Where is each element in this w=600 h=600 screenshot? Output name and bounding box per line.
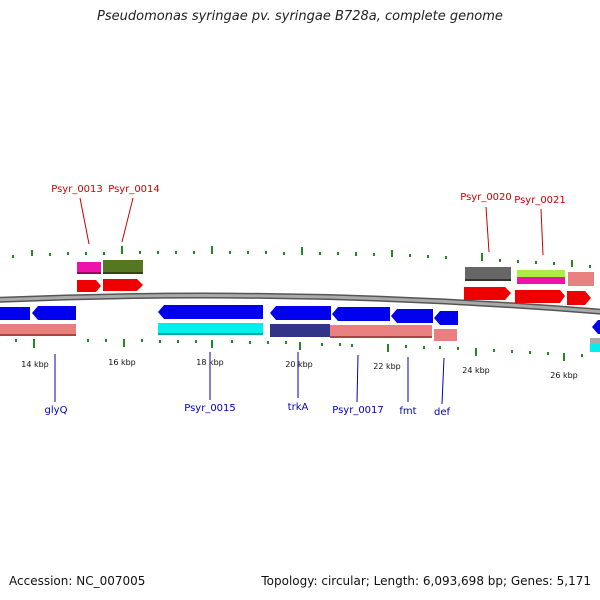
gene-feature-magenta [517,277,565,284]
gene-feature-magenta [77,262,101,274]
gene-label-psyr-0017[interactable]: Psyr_0017 [332,405,384,416]
scale-tick-label: 26 kbp [550,371,578,380]
leader-line [121,197,134,243]
scale-tick-label: 14 kbp [21,360,49,369]
map-title: Pseudomonas syringae pv. syringae B728a,… [97,9,503,24]
gene-label-psyr-0020[interactable]: Psyr_0020 [460,192,512,203]
gene-arrow-red [567,291,591,305]
gene-feature-lime [517,270,565,277]
accession-text: Accession: NC_007005 [9,574,146,588]
lower-genes[interactable] [0,305,600,352]
gene-label-psyr-0014[interactable]: Psyr_0014 [108,184,160,195]
leader-line [540,208,544,256]
gene-arrow-red [464,287,511,300]
leader-line [79,197,90,245]
gene-label-psyr-0021[interactable]: Psyr_0021 [514,195,566,206]
upper-genes[interactable] [77,260,594,305]
gene-feature-cyan [590,344,600,352]
scale-tick-label: 24 kbp [462,366,490,375]
gene-feature-gray [465,267,511,281]
leader-line [441,357,445,405]
gene-arrow-blue [158,305,263,319]
gene-feature-darkblue [270,324,330,337]
scale-tick-label: 16 kbp [108,358,136,367]
gene-label-def[interactable]: def [434,407,451,418]
gene-feature-salmon [330,325,432,338]
leader-line [356,354,359,403]
gene-label-trka[interactable]: trkA [288,402,309,413]
gene-label-glyq[interactable]: glyQ [45,405,68,416]
gene-feature-salmon [0,324,76,336]
leader-line [485,206,490,253]
gene-feature-gray [590,338,600,344]
gene-arrow-blue [332,307,390,321]
gene-feature-olive [103,260,143,274]
gene-arrow-red [103,279,143,291]
gene-arrow-red [77,280,101,292]
gene-feature-cyan [158,323,263,335]
gene-arrow-blue [434,311,458,325]
genome-summary-text: Topology: circular; Length: 6,093,698 bp… [261,574,591,588]
gene-label-psyr-0015[interactable]: Psyr_0015 [184,403,236,414]
gene-arrow-blue [32,306,76,320]
gene-arrow-blue [0,307,30,320]
upper-tick-row [12,246,591,268]
gene-arrow-blue [270,306,331,320]
gene-arrow-red [515,290,565,303]
lower-tick-row [15,339,583,361]
scale-tick-label: 22 kbp [373,362,401,371]
gene-arrow-blue [391,309,433,323]
gene-label-fmt[interactable]: fmt [399,406,416,417]
scale-tick-label: 20 kbp [285,360,313,369]
gene-feature-salmon [568,272,594,286]
gene-arrow-blue [592,320,600,334]
gene-label-psyr-0013[interactable]: Psyr_0013 [51,184,103,195]
gene-feature-salmon [434,329,457,341]
